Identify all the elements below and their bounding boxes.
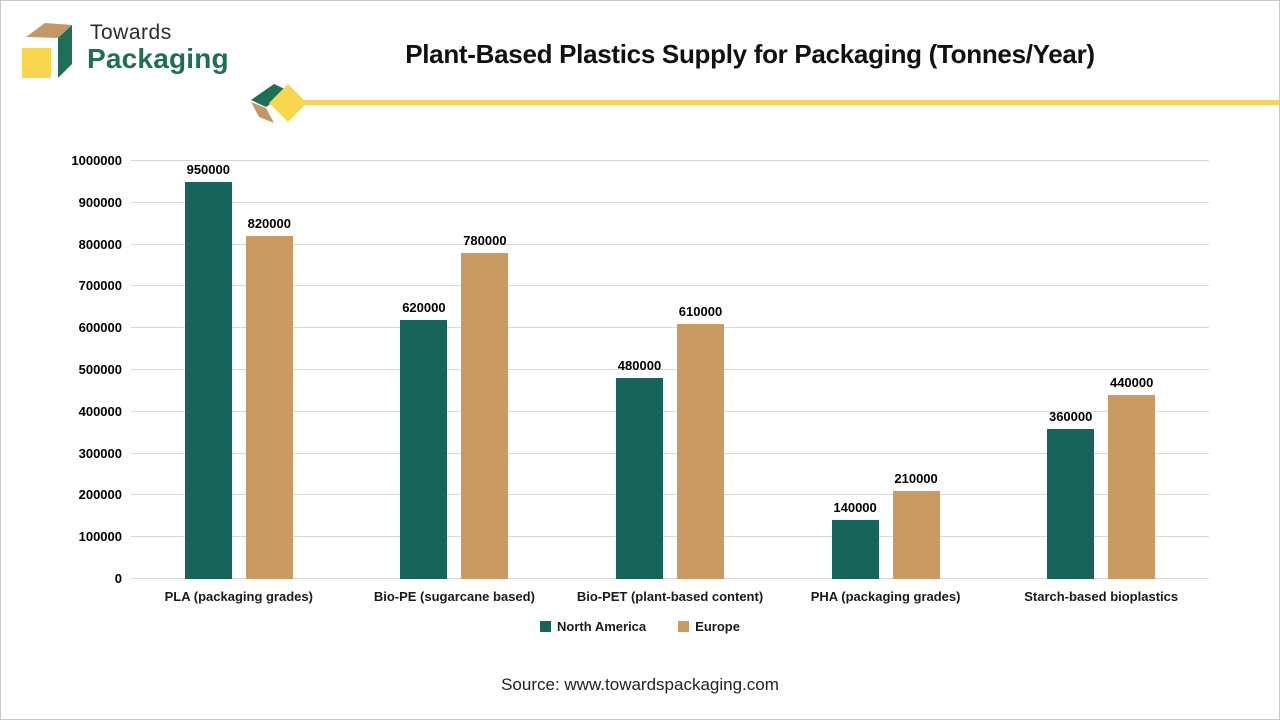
bar-value-label: 610000 (678, 304, 723, 320)
legend: North America Europe (1, 619, 1279, 634)
gridline (131, 369, 1209, 370)
category-labels: PLA (packaging grades) Bio-PE (sugarcane … (131, 589, 1209, 604)
logo-text-packaging: Packaging (87, 43, 229, 74)
category-label: Bio-PET (plant-based content) (576, 589, 764, 604)
gridline (131, 243, 1209, 245)
legend-item: North America (540, 619, 646, 634)
gridline (131, 494, 1209, 496)
legend-swatch (540, 621, 552, 632)
bar-group: 140000 210000 (778, 161, 994, 579)
bar-groups: 950000 820000 620000 780000 480000 610000 1400… (131, 161, 1209, 579)
bar-group: 950000 820000 (131, 161, 347, 579)
gridline (131, 201, 1209, 203)
chart-title: Plant-Based Plastics Supply for Packagin… (405, 39, 1095, 69)
category-label: Bio-PE (sugarcane based) (373, 589, 535, 604)
y-tick-label: 800000 (78, 236, 122, 252)
y-tick-label: 200000 (78, 487, 122, 503)
bar-value-label: 440000 (1109, 375, 1154, 391)
source-text: Source: www.towardspackaging.com (501, 675, 779, 694)
y-axis-labels: 0 100000 200000 300000 400000 500000 600000 700… (1, 153, 122, 586)
y-tick-label: 600000 (78, 320, 122, 336)
bar-north-america: 480000 (615, 358, 663, 579)
y-tick-label: 900000 (78, 194, 122, 210)
bar-north-america: 360000 (1047, 409, 1095, 579)
bar-value-label: 480000 (617, 358, 662, 374)
y-tick-label: 700000 (78, 278, 122, 294)
towards-packaging-logo-icon (22, 23, 72, 78)
plot-area: 950000 820000 620000 780000 480000 610000 1400… (131, 160, 1209, 579)
category-label: PLA (packaging grades) (164, 589, 313, 604)
bar-group: 480000 610000 (562, 161, 778, 579)
gridline (131, 452, 1209, 454)
bar-europe: 210000 (892, 471, 940, 579)
bar-europe: 440000 (1108, 375, 1156, 579)
bar-north-america: 140000 (831, 500, 879, 579)
y-tick-label: 500000 (78, 362, 122, 377)
y-tick-label: 400000 (78, 403, 122, 419)
bar-north-america: 620000 (400, 300, 448, 579)
bar-group: 360000 440000 (993, 161, 1209, 579)
gridline (131, 536, 1209, 538)
accent-divider-line (304, 100, 1279, 105)
bar-value-label: 820000 (247, 216, 291, 232)
category-label: PHA (packaging grades) (810, 589, 961, 604)
y-tick-label: 1000000 (71, 153, 122, 168)
bar-europe: 610000 (676, 304, 724, 579)
bar-europe: 820000 (245, 216, 293, 579)
legend-swatch (678, 621, 690, 632)
bar-group: 620000 780000 (347, 161, 563, 579)
bar-north-america: 950000 (184, 162, 232, 579)
bar-value-label: 620000 (402, 299, 446, 315)
gridline (131, 160, 1209, 161)
accent-diamond-icon (251, 84, 307, 123)
gridline (131, 285, 1209, 287)
y-tick-label: 100000 (78, 529, 122, 545)
bar-value-label: 210000 (894, 471, 938, 487)
logo-text-towards: Towards (90, 21, 172, 44)
bar-value-label: 950000 (186, 161, 230, 177)
gridline (131, 327, 1209, 329)
legend-label: North America (557, 619, 647, 634)
gridline (131, 578, 1209, 579)
category-label: Starch-based bioplastics (1024, 589, 1179, 604)
legend-label: Europe (695, 619, 740, 634)
y-tick-label: 0 (114, 571, 122, 586)
bar-europe: 780000 (461, 233, 509, 579)
bar-value-label: 140000 (833, 500, 877, 516)
bar-value-label: 360000 (1048, 408, 1093, 424)
bar-value-label: 780000 (463, 232, 507, 248)
legend-item: Europe (678, 619, 740, 634)
gridline (131, 410, 1209, 412)
y-tick-label: 300000 (78, 445, 122, 461)
